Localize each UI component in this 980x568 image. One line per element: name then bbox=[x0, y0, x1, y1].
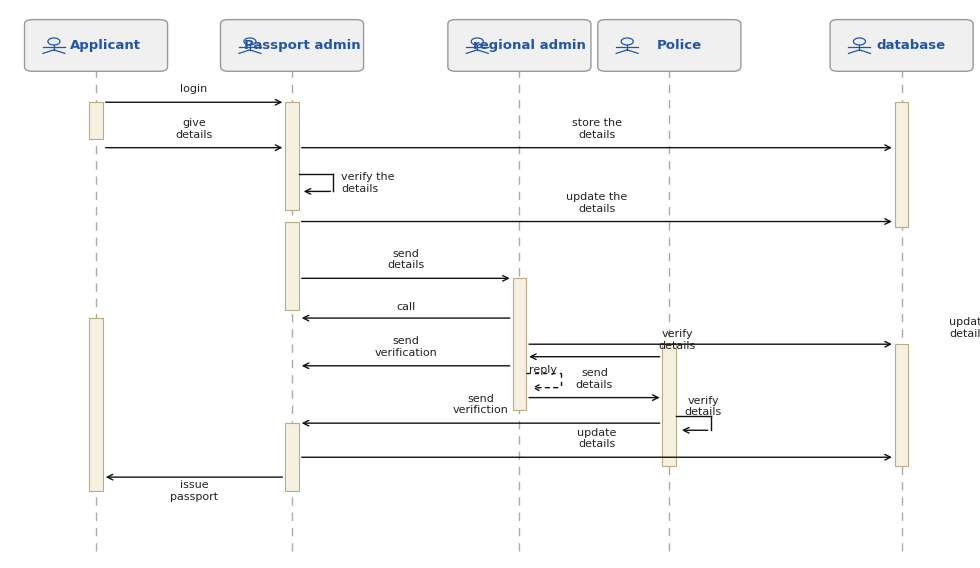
Text: regional admin: regional admin bbox=[472, 39, 586, 52]
Text: reply: reply bbox=[529, 365, 558, 375]
Bar bbox=[285, 423, 299, 491]
FancyBboxPatch shape bbox=[220, 19, 364, 71]
Bar bbox=[895, 102, 908, 227]
Text: send
verifiction: send verifiction bbox=[453, 394, 509, 415]
Text: update the
details: update the details bbox=[566, 192, 627, 214]
Text: send
verification: send verification bbox=[374, 336, 437, 358]
Bar bbox=[285, 222, 299, 310]
Text: update
details: update details bbox=[949, 317, 980, 339]
Text: store the
details: store the details bbox=[571, 118, 622, 140]
Text: update
details: update details bbox=[577, 428, 616, 449]
Bar bbox=[513, 278, 526, 410]
Text: call: call bbox=[396, 302, 416, 312]
FancyBboxPatch shape bbox=[830, 19, 973, 71]
Text: Passport admin: Passport admin bbox=[243, 39, 361, 52]
FancyBboxPatch shape bbox=[598, 19, 741, 71]
Text: Police: Police bbox=[657, 39, 702, 52]
Bar bbox=[89, 318, 103, 491]
Bar bbox=[895, 344, 908, 466]
Text: database: database bbox=[877, 39, 946, 52]
Text: send
details: send details bbox=[387, 249, 424, 270]
Bar bbox=[662, 344, 676, 466]
Text: give
details: give details bbox=[175, 118, 213, 140]
Text: send
details: send details bbox=[575, 368, 613, 390]
FancyBboxPatch shape bbox=[448, 19, 591, 71]
Text: verify
details: verify details bbox=[659, 329, 696, 351]
Text: Applicant: Applicant bbox=[71, 39, 141, 52]
FancyBboxPatch shape bbox=[24, 19, 168, 71]
Text: login: login bbox=[180, 84, 208, 94]
Text: verify
details: verify details bbox=[684, 396, 722, 417]
Text: verify the
details: verify the details bbox=[341, 172, 395, 194]
Bar bbox=[285, 102, 299, 210]
Bar bbox=[89, 102, 103, 139]
Text: issue
passport: issue passport bbox=[170, 480, 219, 502]
